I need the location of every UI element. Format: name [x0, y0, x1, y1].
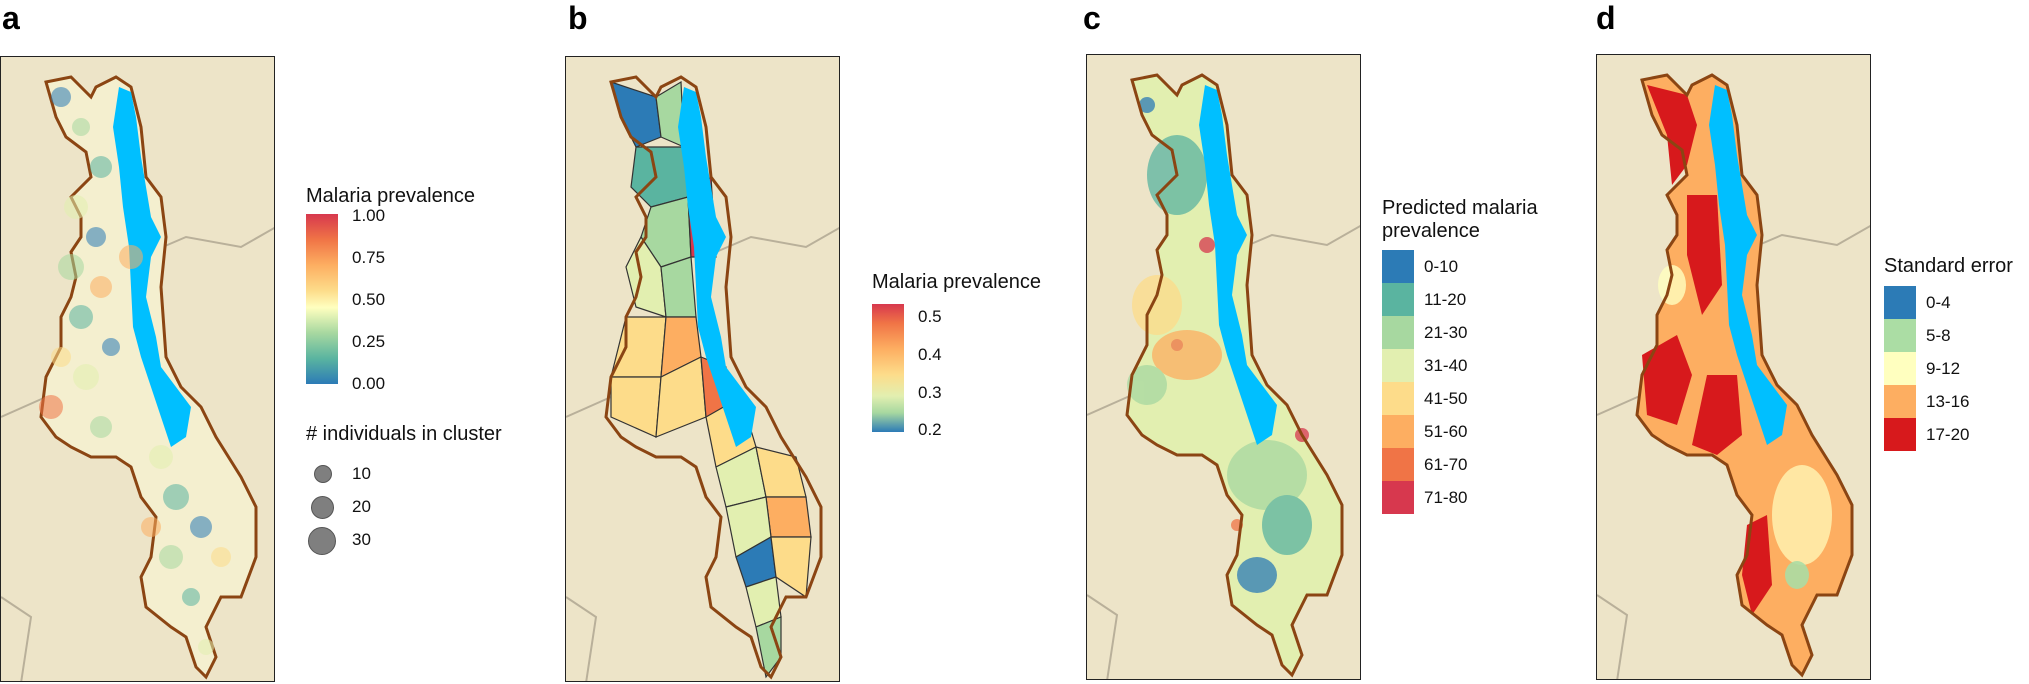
- panel-b-map: [565, 56, 840, 682]
- legend-d-class-label: 17-20: [1926, 425, 1970, 444]
- size-dot-10: [314, 465, 332, 483]
- legend-a-size-row: 10: [306, 458, 426, 491]
- panel-d-map: [1596, 54, 1871, 680]
- legend-d-class-swatch: [1884, 319, 1916, 352]
- size-dot-20: [311, 496, 334, 519]
- legend-d-class-swatch: [1884, 352, 1916, 385]
- panel-c-letter: c: [1083, 0, 1101, 36]
- legend-c-class-swatch: [1382, 382, 1414, 415]
- neighbor-border-lines: [1087, 224, 1360, 679]
- panel-b-map-svg: [566, 75, 839, 681]
- legend-a-size-row: 30: [306, 524, 426, 557]
- malawi-outline-d: [1635, 73, 1854, 678]
- legend-a-size-30: 30: [352, 530, 371, 549]
- legend-d-class-row: 5-8: [1884, 319, 2024, 352]
- legend-a-size-10: 10: [352, 464, 371, 483]
- legend-c-class-label: 21-30: [1424, 323, 1468, 342]
- legend-c-title-line2: prevalence: [1382, 220, 1480, 242]
- legend-c-class-label: 71-80: [1424, 488, 1468, 507]
- legend-c-class-label: 41-50: [1424, 389, 1468, 408]
- legend-a-color-bar: [306, 214, 338, 384]
- legend-c-class-swatch: [1382, 283, 1414, 316]
- legend-d-class-swatch: [1884, 418, 1916, 451]
- legend-c-class-row: 0-10: [1382, 250, 1522, 283]
- legend-c-title-line1: Predicted malaria: [1382, 197, 1538, 219]
- legend-c-class-row: 11-20: [1382, 283, 1522, 316]
- panel-c-map: [1086, 54, 1361, 680]
- legend-b-tick-0.4: 0.4: [918, 345, 942, 364]
- legend-a-size-20: 20: [352, 497, 371, 516]
- prevalence-surface: [1127, 97, 1312, 593]
- legend-c-class-row: 21-30: [1382, 316, 1522, 349]
- legend-a-tick-0.50: 0.50: [352, 290, 386, 309]
- legend-b-title: Malaria prevalence: [872, 271, 1041, 293]
- legend-c-class-label: 11-20: [1424, 290, 1467, 309]
- legend-d-class-row: 0-4: [1884, 286, 2024, 319]
- legend-c-class-row: 61-70: [1382, 448, 1522, 481]
- legend-c-class-row: 71-80: [1382, 481, 1522, 514]
- malawi-outline-b: [604, 75, 823, 680]
- legend-d-class-row: 13-16: [1884, 385, 2024, 418]
- legend-d-class-swatch: [1884, 286, 1916, 319]
- legend-a-tick-0.75: 0.75: [352, 248, 386, 267]
- lake-malawi-a: [113, 87, 191, 447]
- legend-a-tick-0.00: 0.00: [352, 374, 386, 393]
- legend-d-class-label: 5-8: [1926, 326, 1951, 345]
- legend-c-class-swatch: [1382, 250, 1414, 283]
- legend-a-size-title: # individuals in cluster: [306, 423, 502, 445]
- panel-a-map-svg: [1, 75, 274, 681]
- malawi-outline-c: [1125, 73, 1344, 678]
- legend-d-class-label: 9-12: [1926, 359, 1961, 378]
- neighbor-border-lines: [566, 226, 839, 681]
- legend-a-tick-1.00: 1.00: [352, 206, 386, 225]
- panel-c-map-svg: [1087, 73, 1360, 679]
- legend-b-color-bar: [872, 304, 904, 432]
- legend-c-class-swatch: [1382, 415, 1414, 448]
- size-dot-30: [308, 527, 336, 555]
- neighbor-border-lines: [1, 226, 274, 681]
- legend-a-title: Malaria prevalence: [306, 185, 475, 207]
- legend-d-title: Standard error: [1884, 255, 2013, 277]
- legend-a-tick-0.25: 0.25: [352, 332, 386, 351]
- legend-b-tick-0.3: 0.3: [918, 383, 942, 402]
- legend-b-tick-0.2: 0.2: [918, 420, 942, 439]
- legend-d: Standard error 0-4 5-8 9-12 13-16 17-20: [1884, 254, 2029, 474]
- legend-c-class-label: 51-60: [1424, 422, 1468, 441]
- legend-d-class-label: 13-16: [1926, 392, 1970, 411]
- legend-c-class-label: 0-10: [1424, 257, 1459, 276]
- lake-malawi-c: [1199, 85, 1277, 445]
- panel-a-letter: a: [2, 0, 20, 36]
- legend-d-class-swatch: [1884, 385, 1916, 418]
- legend-c-class-swatch: [1382, 481, 1414, 514]
- legend-c: Predicted malaria prevalence 0-10 11-20 21…: [1382, 196, 1582, 526]
- legend-c-class-swatch: [1382, 316, 1414, 349]
- neighbor-border-lines: [1597, 224, 1870, 679]
- panel-b-letter: b: [568, 0, 588, 36]
- legend-c-class-row: 31-40: [1382, 349, 1522, 382]
- lake-malawi-d: [1709, 85, 1787, 445]
- panel-d-letter: d: [1596, 0, 1616, 36]
- legend-a-size-row: 20: [306, 491, 426, 524]
- panel-d-map-svg: [1597, 73, 1870, 679]
- legend-b: Malaria prevalence 0.5 0.4 0.3 0.2: [872, 268, 1062, 468]
- legend-c-class-row: 41-50: [1382, 382, 1522, 415]
- cluster-points: [39, 87, 231, 655]
- lake-malawi-b: [678, 87, 756, 447]
- legend-d-class-row: 9-12: [1884, 352, 2024, 385]
- legend-c-class-row: 51-60: [1382, 415, 1522, 448]
- legend-a: Malaria prevalence 1.00 0.75 0.50 0.25 0…: [306, 180, 566, 560]
- legend-c-class-label: 31-40: [1424, 356, 1468, 375]
- legend-d-class-row: 17-20: [1884, 418, 2024, 451]
- legend-c-class-swatch: [1382, 349, 1414, 382]
- legend-b-tick-0.5: 0.5: [918, 307, 942, 326]
- legend-c-class-label: 61-70: [1424, 455, 1468, 474]
- legend-d-class-label: 0-4: [1926, 293, 1951, 312]
- legend-c-class-swatch: [1382, 448, 1414, 481]
- panel-a-map: [0, 56, 275, 682]
